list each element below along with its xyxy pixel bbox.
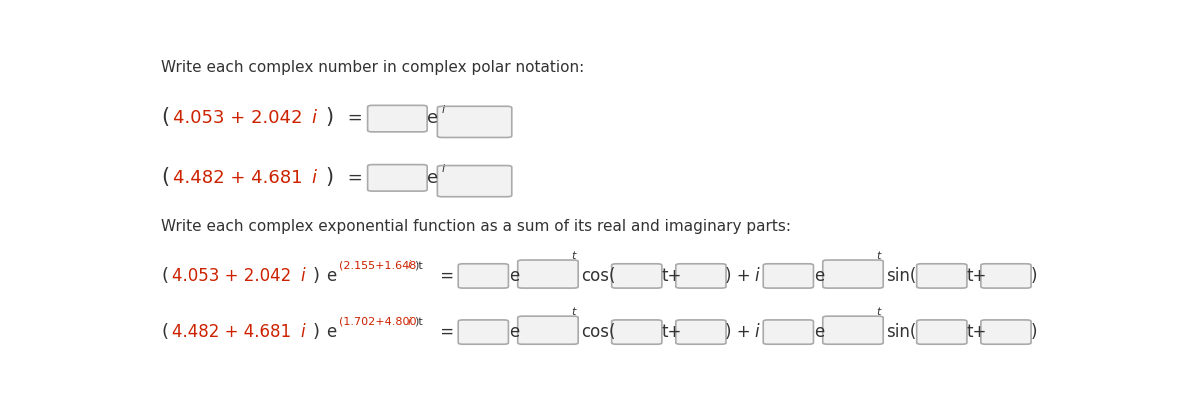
Text: i: i <box>442 104 445 115</box>
FancyBboxPatch shape <box>458 264 509 288</box>
FancyBboxPatch shape <box>676 320 726 344</box>
Text: i: i <box>408 260 412 271</box>
FancyBboxPatch shape <box>823 260 883 288</box>
Text: cos(: cos( <box>581 267 616 285</box>
Text: (: ( <box>161 107 169 128</box>
FancyBboxPatch shape <box>763 264 814 288</box>
Text: i: i <box>311 169 316 187</box>
FancyBboxPatch shape <box>367 105 427 132</box>
Text: i: i <box>442 164 445 174</box>
Text: i: i <box>408 317 412 326</box>
FancyBboxPatch shape <box>980 320 1031 344</box>
FancyBboxPatch shape <box>917 264 967 288</box>
Text: 4.482 + 4.681: 4.482 + 4.681 <box>173 169 308 187</box>
Text: t: t <box>877 251 881 261</box>
Text: e: e <box>325 267 336 285</box>
Text: t+: t+ <box>662 323 683 341</box>
Text: ): ) <box>1030 267 1037 285</box>
Text: e: e <box>815 323 824 341</box>
Text: (2.155+1.648: (2.155+1.648 <box>338 260 416 271</box>
Text: (: ( <box>161 167 169 187</box>
Text: t: t <box>571 251 576 261</box>
FancyBboxPatch shape <box>517 260 578 288</box>
Text: e: e <box>325 323 336 341</box>
Text: ): ) <box>325 107 332 128</box>
Text: 4.482 + 4.681: 4.482 + 4.681 <box>173 323 296 341</box>
Text: ) +: ) + <box>725 267 756 285</box>
Text: Write each complex exponential function as a sum of its real and imaginary parts: Write each complex exponential function … <box>161 219 791 234</box>
Text: )t: )t <box>414 260 424 271</box>
Text: cos(: cos( <box>581 323 616 341</box>
Text: =: = <box>434 267 460 285</box>
Text: ): ) <box>313 267 319 285</box>
Text: e: e <box>427 169 438 187</box>
Text: (: ( <box>161 267 168 285</box>
Text: ) +: ) + <box>725 323 756 341</box>
FancyBboxPatch shape <box>458 320 509 344</box>
Text: ): ) <box>313 323 319 341</box>
Text: t: t <box>877 307 881 317</box>
FancyBboxPatch shape <box>676 264 726 288</box>
Text: sin(: sin( <box>886 323 917 341</box>
Text: i: i <box>311 109 316 128</box>
Text: =: = <box>434 323 460 341</box>
FancyBboxPatch shape <box>612 264 662 288</box>
FancyBboxPatch shape <box>367 164 427 191</box>
Text: =: = <box>342 169 368 187</box>
Text: t+: t+ <box>662 267 683 285</box>
Text: e: e <box>427 109 438 128</box>
Text: t: t <box>571 307 576 317</box>
FancyBboxPatch shape <box>763 320 814 344</box>
Text: i: i <box>755 323 760 341</box>
Text: =: = <box>342 109 368 128</box>
FancyBboxPatch shape <box>823 316 883 344</box>
Text: e: e <box>509 323 520 341</box>
Text: sin(: sin( <box>886 267 917 285</box>
Text: t+: t+ <box>967 323 988 341</box>
Text: t+: t+ <box>967 267 988 285</box>
FancyBboxPatch shape <box>612 320 662 344</box>
Text: i: i <box>301 267 305 285</box>
FancyBboxPatch shape <box>437 166 511 197</box>
Text: 4.053 + 2.042: 4.053 + 2.042 <box>173 109 308 128</box>
FancyBboxPatch shape <box>517 316 578 344</box>
Text: Write each complex number in complex polar notation:: Write each complex number in complex pol… <box>161 60 584 75</box>
Text: ): ) <box>1030 323 1037 341</box>
Text: )t: )t <box>414 317 424 326</box>
Text: i: i <box>755 267 760 285</box>
Text: ): ) <box>325 167 332 187</box>
Text: 4.053 + 2.042: 4.053 + 2.042 <box>173 267 296 285</box>
Text: i: i <box>301 323 305 341</box>
FancyBboxPatch shape <box>980 264 1031 288</box>
Text: e: e <box>509 267 520 285</box>
FancyBboxPatch shape <box>437 106 511 137</box>
Text: e: e <box>815 267 824 285</box>
FancyBboxPatch shape <box>917 320 967 344</box>
Text: (1.702+4.800: (1.702+4.800 <box>338 317 416 326</box>
Text: (: ( <box>161 323 168 341</box>
